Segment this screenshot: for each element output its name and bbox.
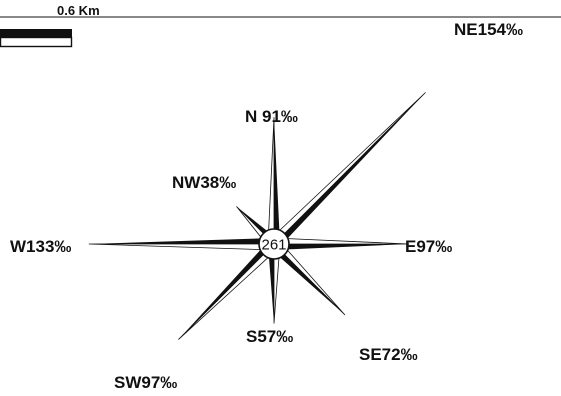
arm-n-dark — [274, 117, 280, 244]
rose-center: 261 — [258, 228, 290, 260]
arm-sw-dark — [178, 239, 274, 340]
center-circle — [258, 228, 290, 260]
arm-n-light — [267, 117, 275, 245]
arm-e-dark — [274, 244, 409, 250]
label-sw: SW97‰ — [114, 373, 177, 392]
label-se: SE72‰ — [359, 345, 418, 364]
label-w: W133‰ — [10, 237, 71, 256]
label-e: E97‰ — [405, 237, 452, 256]
label-n: N 91‰ — [245, 107, 298, 126]
arm-s-dark — [268, 244, 274, 324]
scale-bar-segment-black — [0, 29, 72, 37]
arm-w-light — [88, 243, 275, 251]
label-s: S57‰ — [246, 327, 293, 346]
arm-ne-dark — [274, 92, 426, 249]
scale-bar: 0.6 Km — [0, 3, 561, 48]
label-nw: NW38‰ — [172, 173, 236, 192]
arm-w-dark — [89, 238, 274, 244]
arm-sw-light — [178, 243, 279, 340]
center-count: 261 — [261, 237, 286, 254]
arm-se-dark — [269, 244, 345, 315]
arm-e-light — [273, 237, 410, 245]
label-ne: NE154‰ — [454, 20, 523, 39]
rose-arms — [88, 92, 426, 340]
scale-bar-segment-white — [0, 36, 73, 48]
scale-bar-label: 0.6 Km — [57, 3, 100, 18]
